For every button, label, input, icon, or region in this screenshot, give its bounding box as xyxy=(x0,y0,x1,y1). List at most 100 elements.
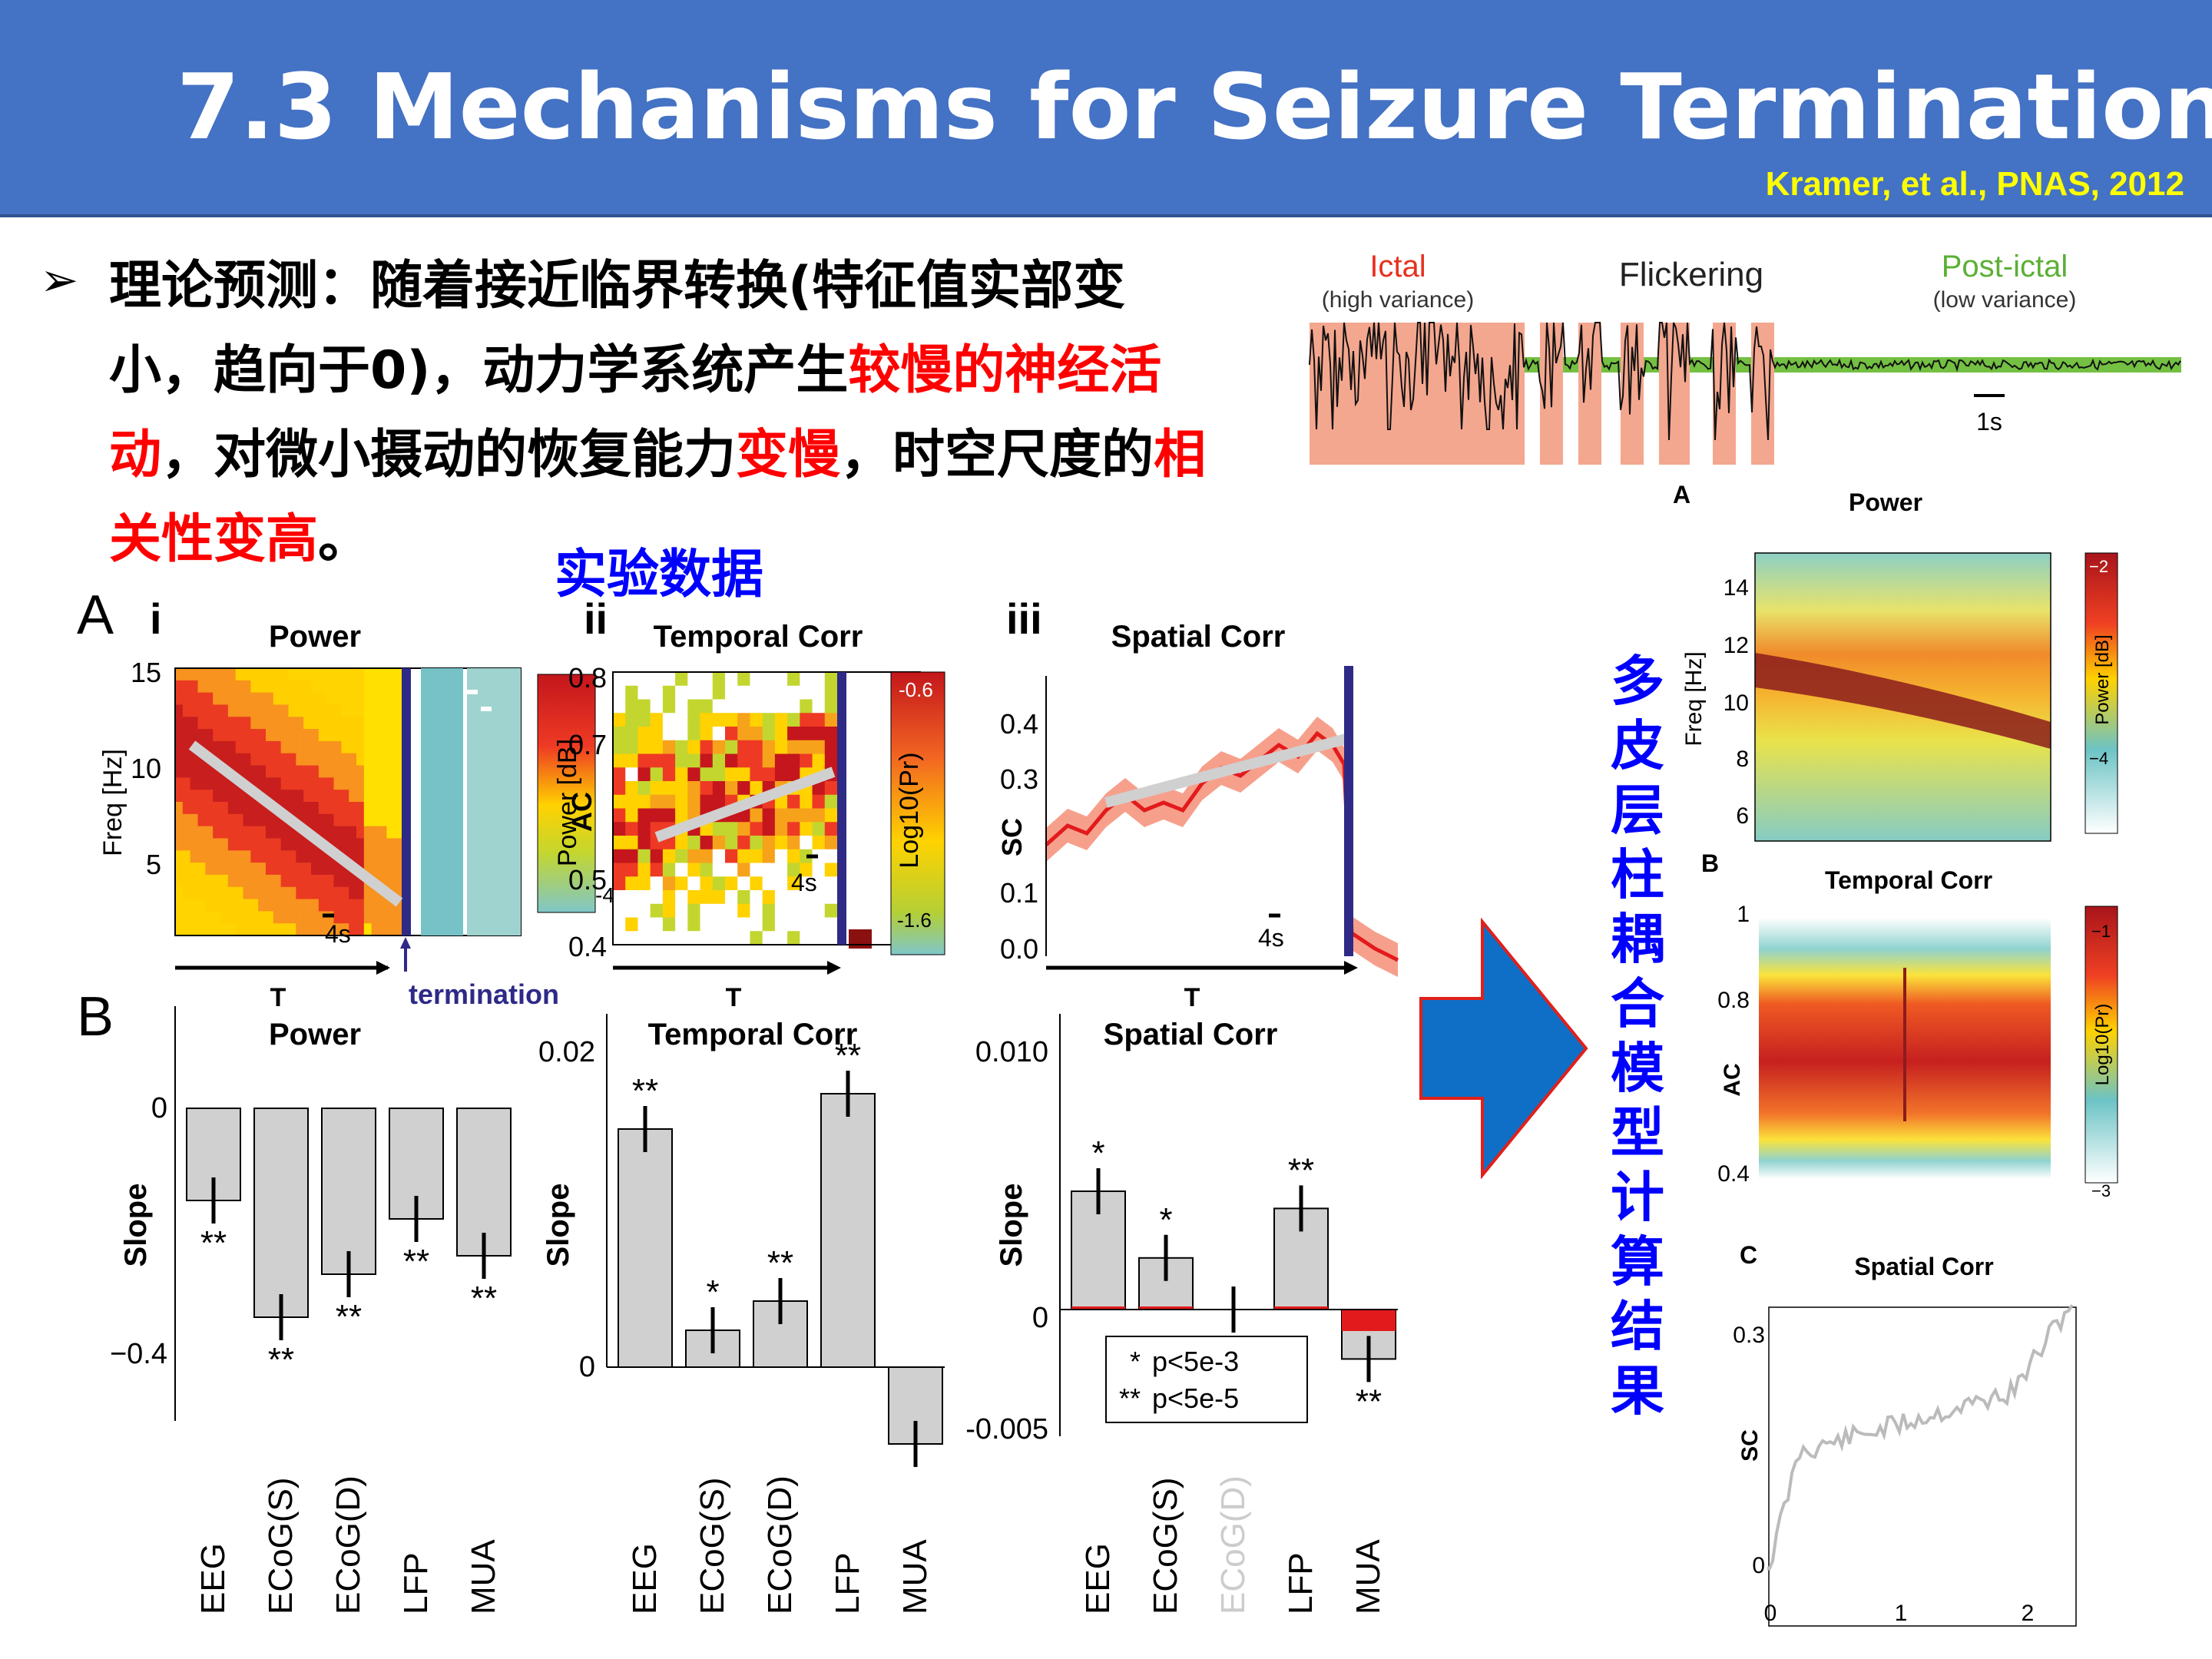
ac-colorbar xyxy=(890,671,945,955)
heat-cell xyxy=(687,849,701,863)
heat-cell xyxy=(182,680,191,694)
heat-cell xyxy=(288,680,296,694)
heat-cell xyxy=(303,790,312,803)
heat-cell xyxy=(613,713,626,727)
eeg-signal xyxy=(1309,322,2181,441)
heat-cell xyxy=(787,836,800,850)
heat-cell xyxy=(662,849,676,863)
heat-cell xyxy=(280,704,289,717)
heat-cell xyxy=(787,890,800,905)
heat-cell xyxy=(182,826,191,839)
heat-cell xyxy=(675,781,688,796)
heat-cell xyxy=(625,685,638,700)
heat-cell xyxy=(700,876,714,891)
bullet-part: ，对微小摄动的恢复能力 xyxy=(161,425,737,485)
heat-cell xyxy=(762,836,776,850)
heat-cell xyxy=(273,740,282,754)
heat-cell xyxy=(774,931,788,945)
significance-stars: ** xyxy=(767,1244,793,1282)
heat-cell xyxy=(625,781,638,796)
heat-cell xyxy=(700,794,714,809)
heat-cell xyxy=(280,874,289,888)
heat-cell xyxy=(625,808,638,823)
heat-cell xyxy=(197,692,206,705)
heat-cell xyxy=(266,886,274,900)
heat-cell xyxy=(182,886,191,900)
heat-cell xyxy=(379,680,387,694)
heat-cell xyxy=(625,699,638,714)
heat-cell xyxy=(318,790,327,803)
cbar-tick: -0.6 xyxy=(899,678,933,701)
heat-cell xyxy=(288,899,296,912)
panel-b-letter: B xyxy=(77,986,114,1048)
heat-cell xyxy=(750,849,763,863)
heat-cell xyxy=(197,863,206,876)
heat-cell xyxy=(227,911,237,924)
heat-cell xyxy=(800,917,813,932)
scale-label: 4s xyxy=(1258,924,1284,952)
heat-cell xyxy=(650,890,664,905)
heat-cell xyxy=(662,781,676,796)
heat-cell xyxy=(205,850,214,863)
heat-cell xyxy=(333,838,342,851)
heat-cell xyxy=(250,923,259,936)
eeg-trace-figure: Ictal (high variance) Flickering Post-ic… xyxy=(1309,250,2181,465)
heat-cell xyxy=(379,923,387,936)
heat-cell xyxy=(687,713,701,727)
heat-cell xyxy=(182,911,191,924)
heat-cell xyxy=(205,765,214,778)
heat-cell xyxy=(220,704,229,717)
highlight-correlation: 相关性变高 xyxy=(109,425,1207,570)
bar-title: Temporal Corr xyxy=(648,1018,858,1051)
heat-cell xyxy=(205,692,214,705)
heat-cell xyxy=(637,822,651,836)
heat-cell xyxy=(175,863,184,876)
cbar-label: Log10(Pr) xyxy=(895,752,924,868)
heat-cell xyxy=(190,826,198,839)
heat-cell xyxy=(349,753,357,767)
heat-cell xyxy=(363,680,373,694)
heat-cell xyxy=(700,917,714,932)
heat-cell xyxy=(737,836,750,850)
heat-cell xyxy=(227,740,237,754)
heat-cell xyxy=(280,777,289,790)
model-letter: C xyxy=(1740,1241,1757,1269)
heat-cell xyxy=(379,874,387,888)
panel-a-letter: A xyxy=(77,584,114,646)
heat-cell xyxy=(227,850,237,863)
heat-cell xyxy=(296,838,304,851)
heat-cell xyxy=(182,753,191,767)
heat-cell xyxy=(175,765,184,778)
heat-cell xyxy=(303,802,312,815)
significance-stars: ** xyxy=(632,1072,658,1110)
heat-cell xyxy=(662,699,676,714)
heat-cell xyxy=(250,813,259,827)
heat-cell xyxy=(190,863,198,876)
heat-cell xyxy=(812,727,826,741)
heat-cell xyxy=(273,813,282,827)
heat-cell xyxy=(613,672,626,687)
heat-cell xyxy=(227,692,237,705)
y-axis-label: Slope xyxy=(119,1184,153,1267)
cbar-tick: −4 xyxy=(2089,749,2108,768)
power-peak-band xyxy=(1755,653,2051,749)
heat-cell xyxy=(326,740,334,754)
heat-cell xyxy=(190,886,198,900)
heat-cell xyxy=(326,704,334,717)
category-label: ECoG(S) xyxy=(1147,1478,1184,1614)
heat-cell xyxy=(197,802,206,815)
heat-cell xyxy=(227,704,237,717)
heat-cell xyxy=(800,740,813,754)
heat-cell xyxy=(774,727,788,741)
heat-cell xyxy=(190,923,198,936)
heat-cell xyxy=(712,836,726,850)
heat-cell xyxy=(190,717,198,730)
heat-cell xyxy=(213,680,221,694)
heat-cell xyxy=(266,717,274,730)
heat-cell xyxy=(175,838,184,851)
heat-cell xyxy=(280,668,289,681)
heat-cell xyxy=(197,850,206,863)
model-results: A Power 14 12 10 8 6 Freq [Hz] −2 −4 Pow… xyxy=(1673,481,2118,1627)
heat-cell xyxy=(311,753,320,767)
heat-cell xyxy=(725,781,738,796)
